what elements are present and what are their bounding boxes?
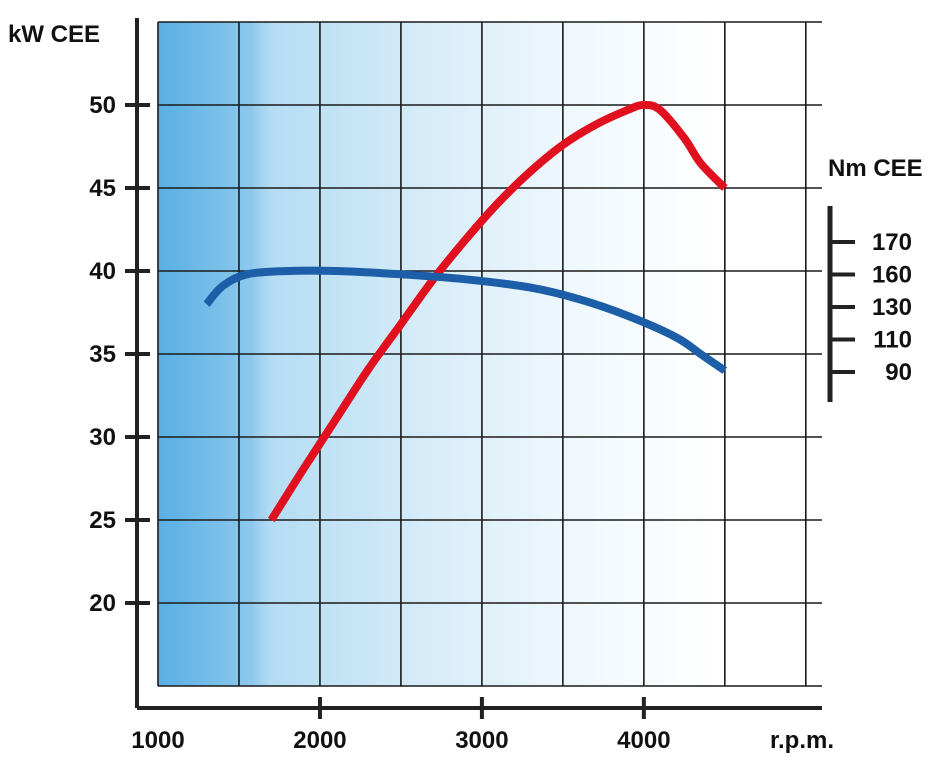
- y-right-tick-label: 170: [872, 229, 912, 256]
- y-left-tick-label: 20: [89, 590, 116, 617]
- x-tick-label: 4000: [617, 727, 670, 754]
- y-axis-title-right: Nm CEE: [828, 155, 923, 182]
- x-axis-title: r.p.m.: [770, 727, 834, 754]
- y-left-tick-label: 50: [89, 92, 116, 119]
- x-tick-label: 3000: [455, 727, 508, 754]
- right-axis-ticks: 170 160 130 110 90: [830, 229, 912, 386]
- series-line-2: [203, 266, 728, 374]
- x-tick-label: 2000: [293, 727, 346, 754]
- left-axis-ticks: 20 25 30 35 40 45 50: [89, 92, 150, 617]
- series-layer: [203, 100, 728, 523]
- grid-lines: [157, 21, 822, 687]
- y-left-tick-label: 30: [89, 424, 116, 451]
- y-right-tick-label: 160: [872, 262, 912, 289]
- y-axis-title-left: kW CEE: [8, 21, 100, 48]
- x-tick-label: 1000: [131, 727, 184, 754]
- x-axis-ticks: 1000 2000 3000 4000: [131, 697, 671, 754]
- y-left-tick-label: 40: [89, 258, 116, 285]
- y-left-tick-label: 45: [89, 175, 116, 202]
- y-left-tick-label: 25: [89, 507, 116, 534]
- y-left-tick-label: 35: [89, 341, 116, 368]
- y-right-tick-label: 130: [872, 294, 912, 321]
- y-right-tick-label: 90: [885, 359, 912, 386]
- series-line-1: [267, 100, 728, 523]
- y-right-tick-label: 110: [873, 327, 912, 354]
